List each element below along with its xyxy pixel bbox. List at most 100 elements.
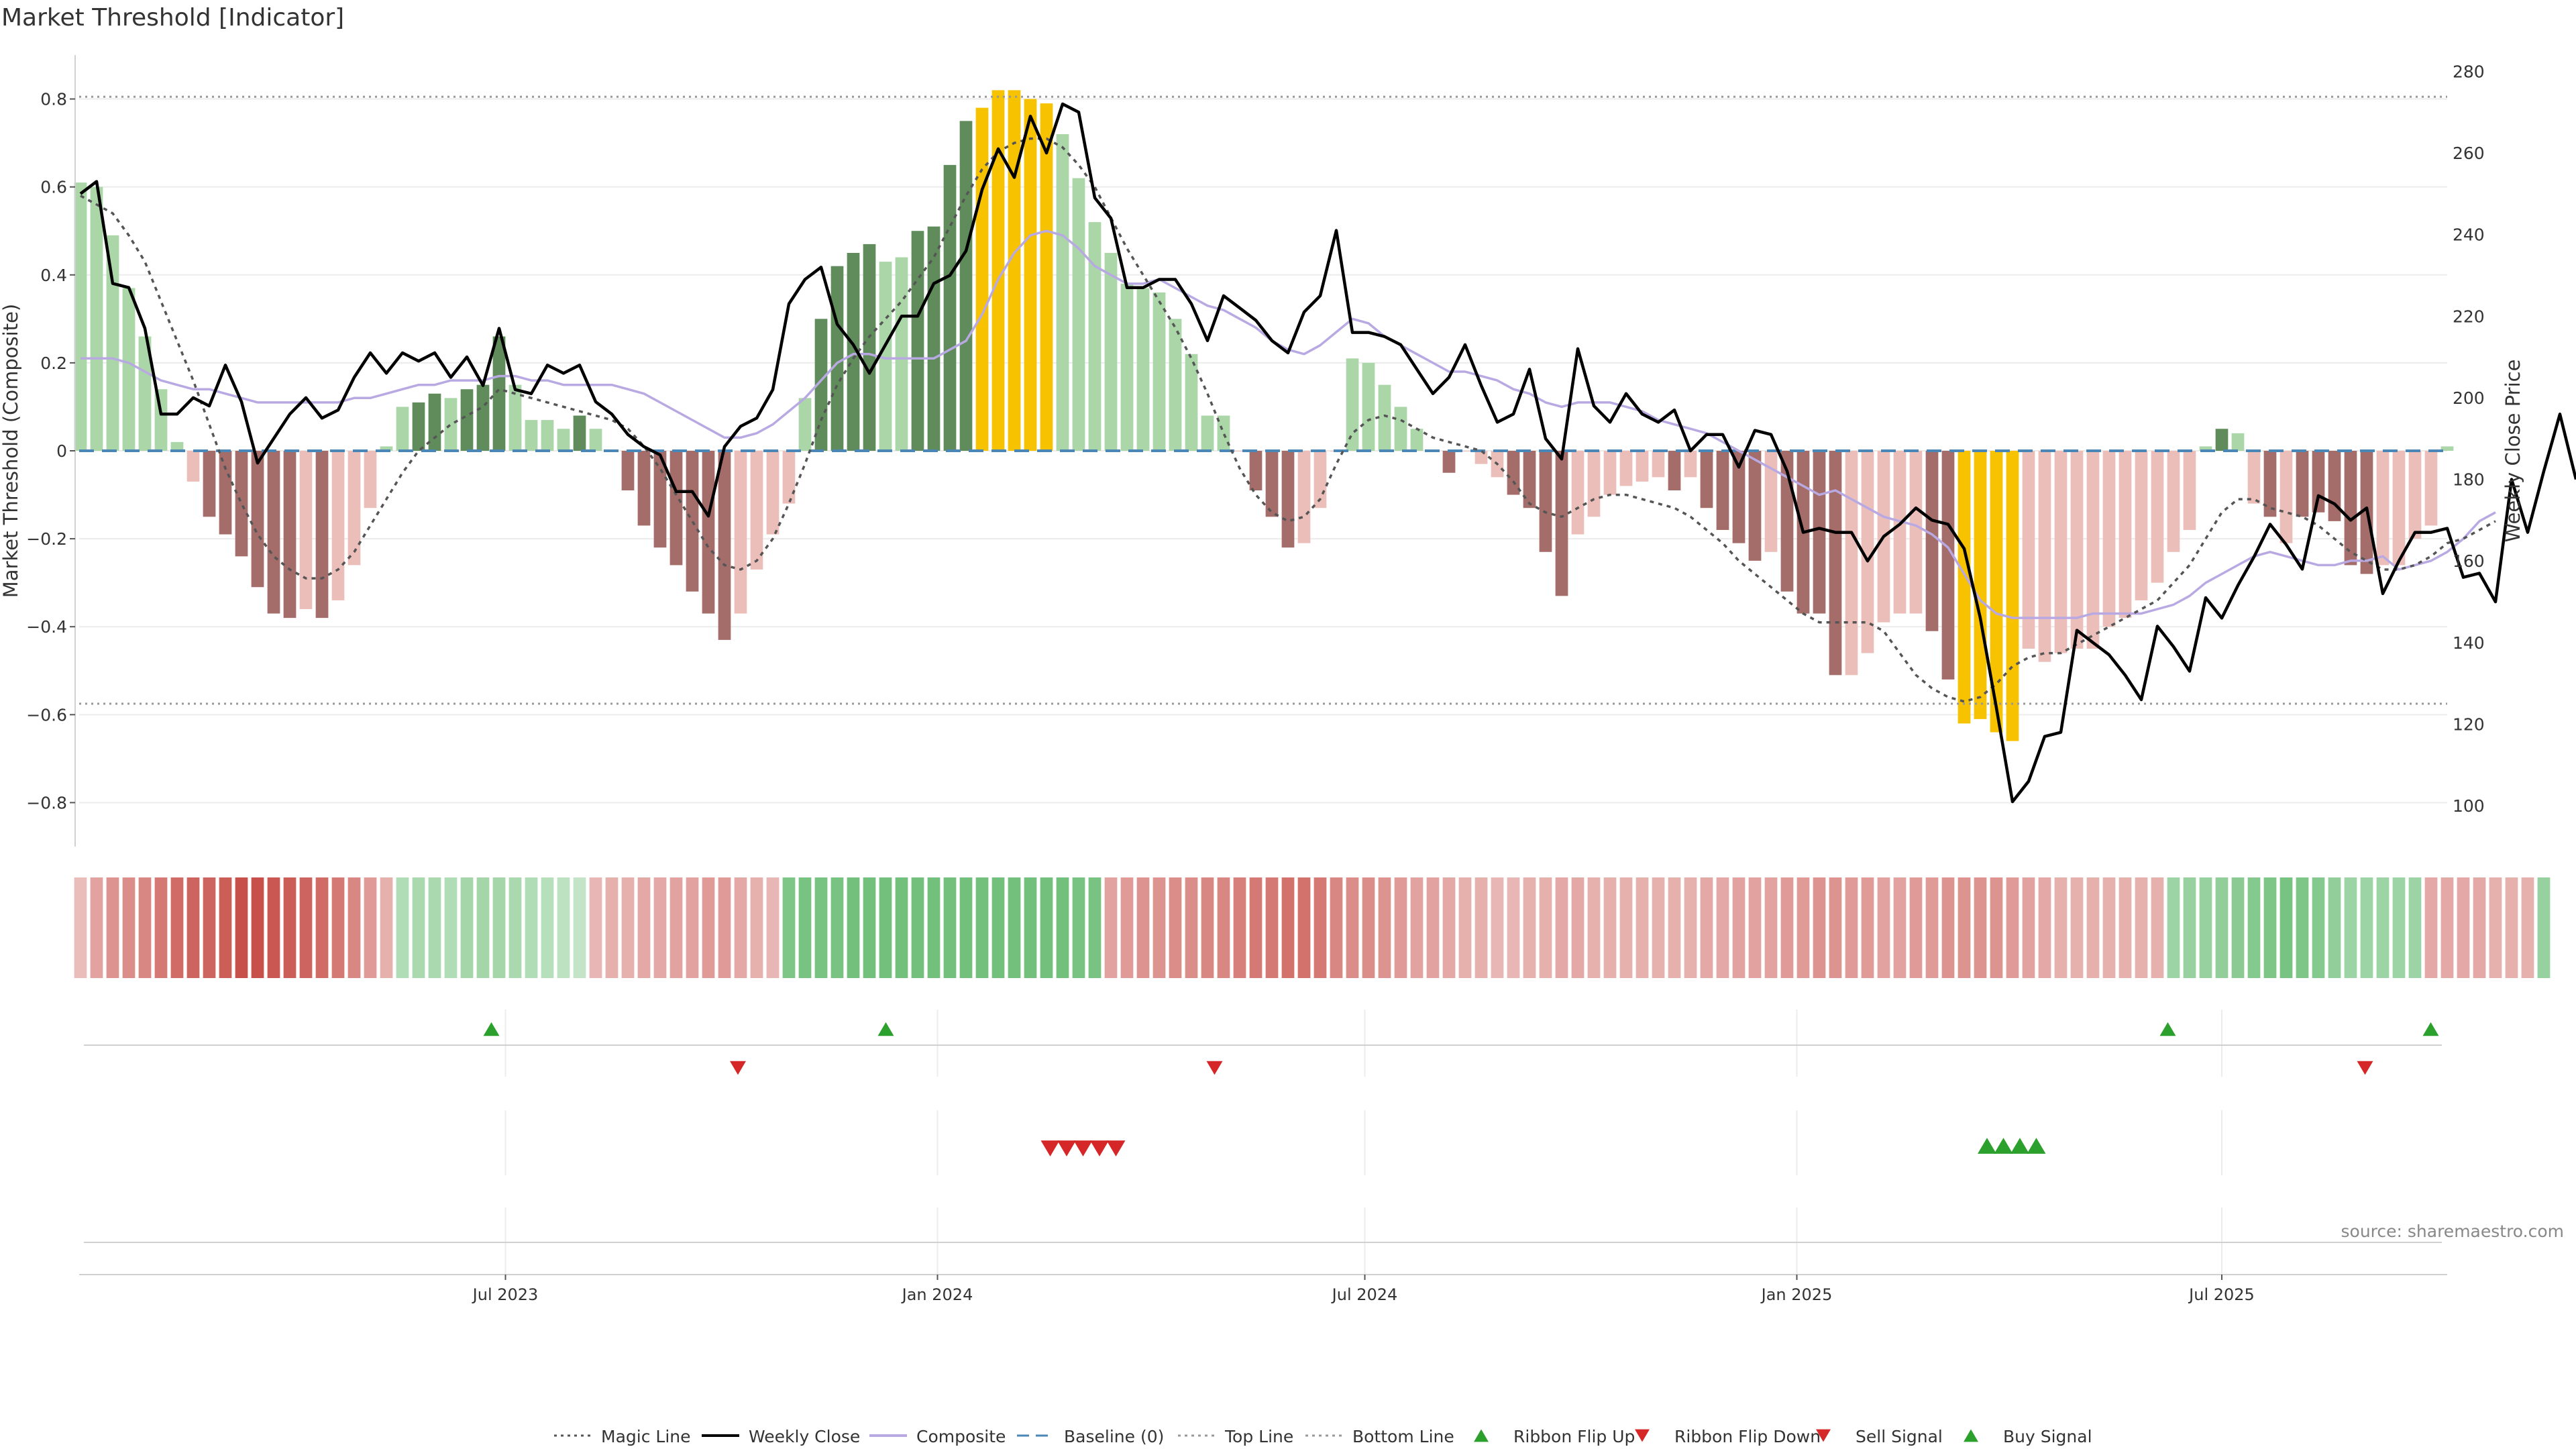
ribbon-cell (299, 877, 313, 978)
ribbon-cell (2151, 877, 2164, 978)
ribbon-cell (1249, 877, 1263, 978)
composite-bar (686, 451, 699, 592)
composite-bar (1136, 288, 1150, 451)
ribbon-cell (1716, 877, 1729, 978)
magic-line-line (80, 137, 2496, 703)
weekly-close-line (79, 102, 2576, 804)
composite-bar (1652, 451, 1665, 478)
ribbon-cell (170, 877, 184, 978)
ribbon-cell (782, 877, 796, 978)
ribbon-cell (1024, 877, 1037, 978)
legend: Magic Line Weekly Close Composite Baseline … (554, 1427, 2092, 1446)
composite-bar (2263, 451, 2277, 517)
ribbon-cell (750, 877, 763, 978)
composite-bar (1474, 451, 1488, 464)
composite-bar (299, 451, 313, 609)
legend-label: Bottom Line (1352, 1427, 1454, 1446)
ribbon-cell (605, 877, 619, 978)
composite-bar (1716, 451, 1729, 530)
ribbon-cell (2086, 877, 2100, 978)
legend-label: Top Line (1224, 1427, 1293, 1446)
x-tick-label: Jan 2024 (901, 1285, 973, 1304)
composite-bar (1893, 451, 1907, 614)
ribbon-cell (1523, 877, 1536, 978)
composite-bar (2038, 451, 2051, 662)
ribbon-cell (203, 877, 216, 978)
composite-bar (1120, 283, 1134, 451)
ribbon-cell (1297, 877, 1311, 978)
composite-bar (2424, 451, 2438, 526)
ribbon-cell (557, 877, 570, 978)
right-axis-label: Weekly Close Price (2502, 360, 2524, 543)
ribbon-cell (283, 877, 297, 978)
composite-bar (669, 451, 683, 566)
composite-bar (1990, 451, 2003, 733)
ribbon-cell (1491, 877, 1504, 978)
ribbon-cell (2199, 877, 2212, 978)
ribbon-cell (2489, 877, 2502, 978)
composite-bar (895, 257, 908, 451)
x-tick-label: Jan 2025 (1760, 1285, 1833, 1304)
legend-label: Baseline (0) (1064, 1427, 1164, 1446)
right-tick-label: 240 (2453, 225, 2485, 245)
legend-swatch (1816, 1429, 1831, 1442)
composite-bar (1152, 292, 1166, 451)
composite-bar (1088, 222, 1102, 451)
ribbon-cell (1104, 877, 1118, 978)
right-tick-label: 120 (2453, 715, 2485, 735)
ribbon-cell (2022, 877, 2035, 978)
composite-bar (106, 235, 119, 451)
ribbon-cell (1313, 877, 1327, 978)
ribbon-cell (1764, 877, 1778, 978)
composite-bar (2070, 451, 2084, 649)
ribbon-cell (2054, 877, 2068, 978)
composite-bar (331, 451, 345, 600)
legend-label: Ribbon Flip Down (1674, 1427, 1821, 1446)
composite-bar (1523, 451, 1536, 508)
ribbon-cell (959, 877, 973, 978)
ribbon-cell (1990, 877, 2003, 978)
right-tick-label: 220 (2453, 307, 2485, 326)
axes: 0.8 0.6 0.4 0.2 0 −0.2 −0.4 −0.6 −0.8 280 260 240 22… (0, 55, 2524, 1304)
composite-bar (235, 451, 248, 557)
ribbon-cell (1378, 877, 1391, 978)
ribbon-cell (186, 877, 200, 978)
ribbon-cell (2376, 877, 2390, 978)
ribbon-cell (1474, 877, 1488, 978)
composite-bar (943, 164, 957, 451)
ribbon-cell (2167, 877, 2180, 978)
ribbon-cell (2070, 877, 2084, 978)
composite-bar (637, 451, 651, 526)
legend-item: Ribbon Flip Up (1474, 1427, 1635, 1446)
legend-item: Magic Line (554, 1427, 691, 1446)
composite-bar (927, 226, 941, 451)
composite-bar (1072, 178, 1085, 451)
ribbon-cell (2537, 877, 2551, 978)
ribbon-cell (1330, 877, 1343, 978)
ribbon-cell (1072, 877, 1085, 978)
ribbon-cell (2440, 877, 2454, 978)
ribbon-cell (895, 877, 908, 978)
ribbon-cell (589, 877, 602, 978)
left-tick-label: 0.2 (40, 354, 67, 373)
ribbon-cell (235, 877, 248, 978)
composite-bar (1732, 451, 1746, 543)
ribbon-cell (2263, 877, 2277, 978)
ribbon-cell (1201, 877, 1214, 978)
left-tick-label: −0.4 (26, 617, 67, 637)
ribbon-cell (444, 877, 458, 978)
composite-bar (90, 186, 103, 451)
ribbon-cell (879, 877, 892, 978)
composite-bar (1845, 451, 1858, 676)
ribbon-cell (911, 877, 924, 978)
composite-bar (1201, 415, 1214, 451)
ribbon-cell (2102, 877, 2116, 978)
composite-bar (492, 336, 506, 451)
ribbon-cell (798, 877, 812, 978)
legend-label: Buy Signal (2003, 1427, 2092, 1446)
composite-bar (1974, 451, 1987, 719)
ribbon-cell (154, 877, 168, 978)
composite-bar (1281, 451, 1295, 548)
composite-bar (1056, 134, 1069, 451)
composite-bar (1668, 451, 1681, 490)
